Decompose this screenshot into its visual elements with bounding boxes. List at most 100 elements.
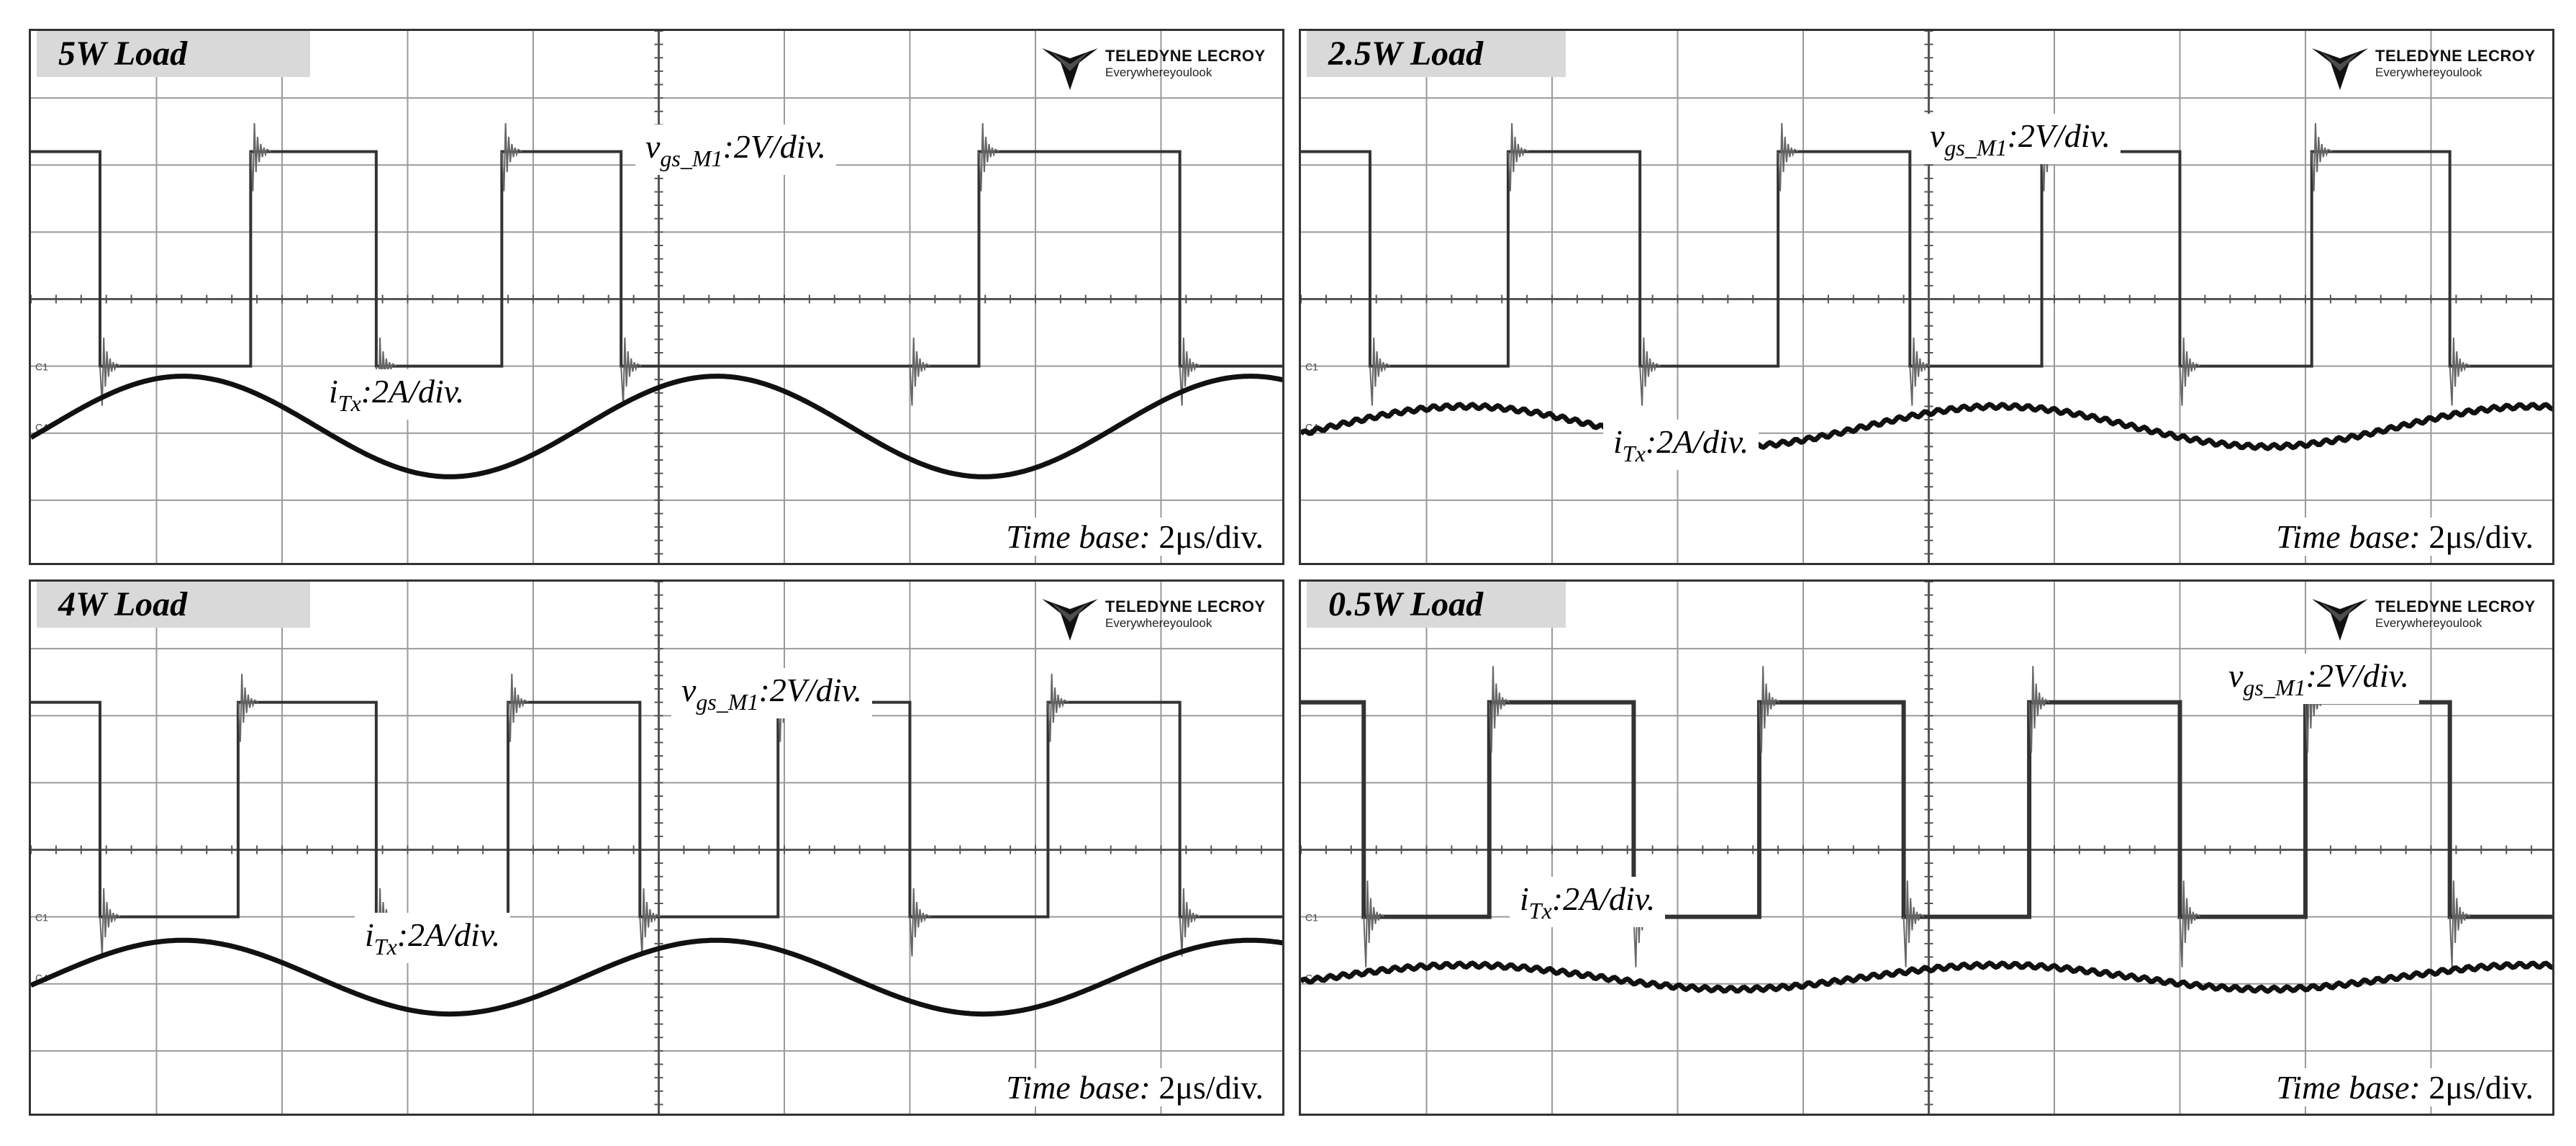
vgs-ringing [2179, 880, 2201, 967]
load-title: 5W Load [37, 31, 310, 77]
vgs-ringing [375, 337, 397, 406]
itx-scale: :2A/div. [360, 373, 465, 410]
vgs-ringing [2449, 337, 2471, 406]
itx-label: iTx:2A/div. [1510, 877, 1666, 927]
channel-marker: C1 [35, 361, 48, 373]
itx-trace [1301, 960, 2552, 994]
itx-subscript: Tx [1622, 441, 1646, 466]
brand-name: TELEDYNE LECROY [2375, 47, 2536, 65]
channel-marker: C1 [1305, 361, 1318, 373]
lecroy-logo: TELEDYNE LECROY Everywhereyoulook [1039, 42, 1269, 93]
vgs-ringing [99, 337, 121, 406]
itx-label: iTx:2A/div. [355, 913, 511, 963]
timebase-value: 2μs/div. [2428, 1069, 2534, 1106]
vgs-ringing [620, 337, 642, 406]
timebase-value: 2μs/div. [1158, 518, 1264, 555]
vgs-ringing [1758, 666, 1780, 753]
vgs-ringing [2179, 337, 2200, 406]
load-title: 0.5W Load [1307, 582, 1566, 628]
vgs-subscript: gs_M1 [660, 145, 723, 171]
vgs-trace [1301, 700, 2552, 919]
vgs-symbol: v [681, 672, 697, 708]
scope-panel-0-5w: C1 C4 0.5W Load TELEDYNE LECROY Everywher… [1299, 579, 2554, 1116]
load-title: 4W Load [37, 582, 310, 628]
itx-label: iTx:2A/div. [319, 369, 475, 420]
brand-slogan: Everywhereyoulook [2375, 616, 2482, 630]
vgs-ringing [1369, 337, 1391, 406]
vgs-ringing [978, 122, 999, 191]
scope-panel-2-5w: C1 C4 2.5W Load TELEDYNE LECROY Everywher… [1299, 29, 2554, 565]
brand-name: TELEDYNE LECROY [1105, 47, 1266, 65]
vgs-symbol: v [1930, 117, 1945, 154]
vgs-ringing [1777, 122, 1799, 191]
vgs-trace [1301, 150, 2552, 368]
vgs-scale: :2V/div. [2007, 117, 2111, 154]
itx-trace [1301, 401, 2552, 451]
vgs-trace [31, 700, 1282, 919]
channel-marker: C1 [1305, 912, 1318, 924]
itx-subscript: Tx [337, 390, 361, 416]
lecroy-logo: TELEDYNE LECROY Everywhereyoulook [2309, 42, 2539, 93]
vgs-ringing [501, 122, 522, 191]
vgs-ringing [639, 888, 661, 957]
vgs-ringing [1488, 666, 1510, 753]
vgs-ringing [1179, 337, 1201, 406]
itx-symbol: i [329, 373, 338, 410]
timebase-text: Time base: [2276, 1069, 2421, 1106]
vgs-label: vgs_M1:2V/div. [671, 668, 873, 718]
vgs-ringing [1507, 122, 1529, 191]
itx-symbol: i [365, 916, 374, 953]
vgs-subscript: gs_M1 [1944, 135, 2008, 161]
vgs-ringing [1363, 880, 1384, 967]
brand-slogan: Everywhereyoulook [1105, 66, 1212, 79]
vgs-ringing [99, 888, 121, 957]
vgs-subscript: gs_M1 [2243, 674, 2306, 700]
vgs-ringing [1902, 880, 1925, 967]
lecroy-logo: TELEDYNE LECROY Everywhereyoulook [1039, 593, 1269, 644]
vgs-scale: :2V/div. [758, 672, 863, 708]
itx-symbol: i [1520, 880, 1529, 917]
timebase-value: 2μs/div. [1158, 1069, 1264, 1106]
lecroy-eagle-icon [2312, 48, 2368, 90]
vgs-ringing [909, 337, 930, 406]
vgs-ringing [237, 673, 259, 742]
vgs-ringing [909, 888, 930, 957]
vgs-label: vgs_M1:2V/div. [1920, 114, 2121, 164]
itx-scale: :2A/div. [396, 916, 501, 953]
vgs-label: vgs_M1:2V/div. [2218, 654, 2420, 704]
vgs-ringing [250, 122, 271, 191]
itx-label: iTx:2A/div. [1603, 420, 1759, 470]
vgs-scale: :2V/div. [722, 128, 827, 165]
timebase-label: Time base: 2μs/div. [2270, 1068, 2539, 1106]
timebase-label: Time base: 2μs/div. [1000, 518, 1269, 556]
vgs-symbol: v [2228, 657, 2244, 694]
lecroy-eagle-icon [1042, 599, 1098, 641]
itx-scale: :2A/div. [1645, 423, 1749, 460]
timebase-text: Time base: [2276, 518, 2421, 555]
vgs-subscript: gs_M1 [696, 689, 759, 715]
lecroy-eagle-icon [1042, 48, 1098, 90]
timebase-text: Time base: [1006, 518, 1151, 555]
vgs-ringing [2028, 666, 2050, 753]
vgs-ringing [1047, 673, 1069, 742]
itx-scale: :2A/div. [1551, 880, 1656, 917]
load-title: 2.5W Load [1307, 31, 1566, 77]
itx-trace [31, 937, 1282, 1017]
itx-trace [31, 374, 1282, 479]
vgs-ringing [507, 673, 529, 742]
brand-name: TELEDYNE LECROY [1105, 597, 1266, 615]
lecroy-logo: TELEDYNE LECROY Everywhereyoulook [2309, 593, 2539, 644]
scope-panel-5w: C1 C4 5W Load TELEDYNE LECROY Everywherey… [29, 29, 1284, 565]
vgs-ringing [2310, 122, 2333, 191]
timebase-label: Time base: 2μs/div. [2270, 518, 2539, 556]
itx-subscript: Tx [373, 934, 397, 960]
vgs-scale: :2V/div. [2305, 657, 2410, 694]
vgs-ringing [1909, 337, 1931, 406]
timebase-value: 2μs/div. [2428, 518, 2534, 555]
vgs-symbol: v [645, 128, 661, 165]
itx-symbol: i [1613, 423, 1623, 460]
lecroy-eagle-icon [2312, 599, 2368, 641]
